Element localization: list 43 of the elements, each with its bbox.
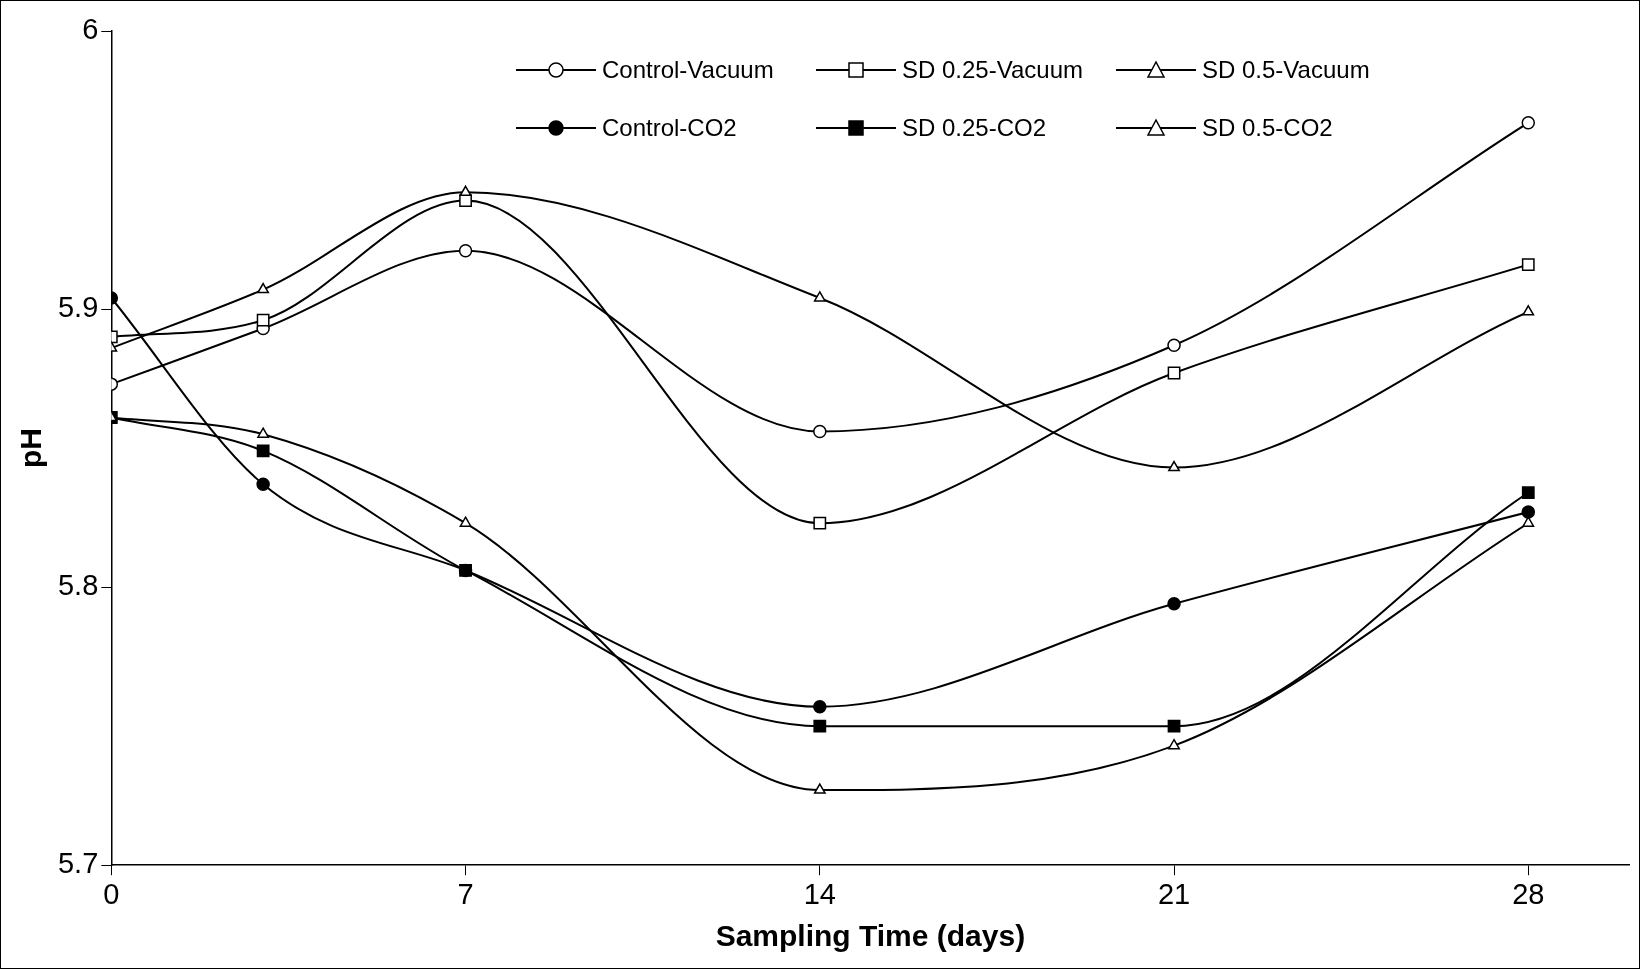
y-tick-label: 6 [82, 13, 99, 45]
point [256, 444, 270, 458]
y-tick-label: 5.7 [57, 847, 99, 880]
point [459, 185, 472, 197]
point [459, 564, 472, 577]
point [1168, 460, 1180, 472]
point [813, 424, 827, 439]
legend-label: SD 0.5-CO2 [1202, 114, 1333, 142]
y-axis-title: pH [14, 428, 48, 469]
point [459, 516, 472, 527]
point [813, 291, 826, 302]
point [1167, 597, 1181, 611]
x-tick-label: 7 [457, 877, 474, 910]
x-tick-label: 28 [1512, 877, 1545, 910]
legend-label: Control-CO2 [602, 114, 737, 142]
point [1521, 116, 1536, 130]
point [813, 719, 827, 733]
point [1167, 719, 1181, 733]
point [458, 243, 473, 258]
legend-label: SD 0.25-Vacuum [902, 56, 1083, 84]
point [813, 516, 827, 530]
point [257, 427, 270, 438]
point [813, 783, 826, 794]
point [1521, 258, 1535, 271]
point [1168, 738, 1180, 750]
point [1522, 305, 1535, 316]
point [256, 313, 270, 327]
point [1521, 505, 1536, 519]
point [1521, 486, 1535, 499]
point [459, 194, 472, 208]
legend-label: SD 0.25-CO2 [902, 114, 1047, 142]
legend-label: SD 0.5-Vacuum [1202, 56, 1370, 84]
point [813, 699, 827, 714]
y-tick-label: 5.9 [57, 291, 99, 324]
x-tick-label: 14 [803, 877, 836, 910]
point [1167, 338, 1181, 352]
point [257, 282, 270, 294]
x-tick-label: 0 [103, 877, 120, 910]
legend-label: Control-Vacuum [602, 56, 774, 84]
x-tick-label: 21 [1157, 877, 1191, 910]
y-tick-label: 5.8 [57, 569, 99, 602]
point [256, 477, 270, 491]
x-axis-title: Sampling Time (days) [715, 919, 1026, 953]
